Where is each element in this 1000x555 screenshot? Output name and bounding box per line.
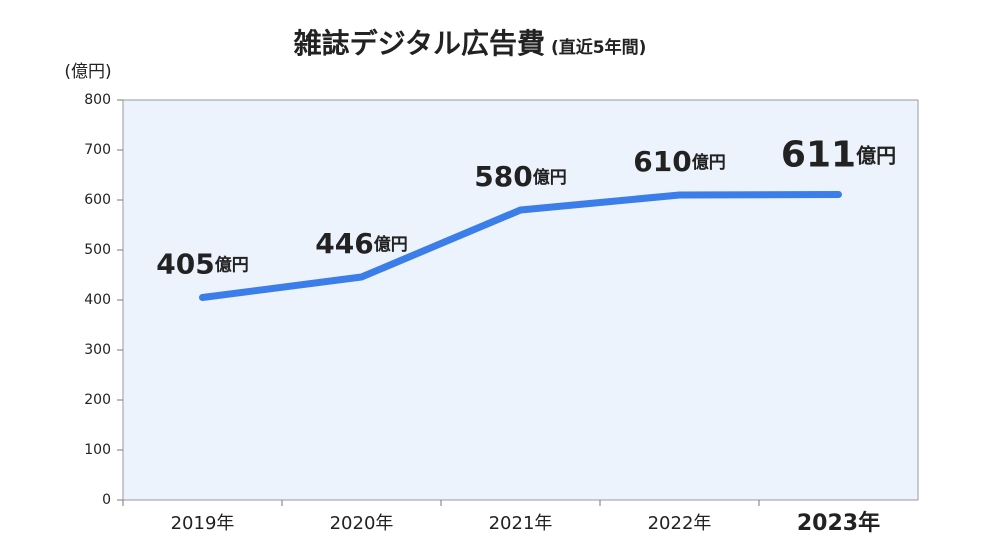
x-tick-label: 2021年 <box>489 513 553 534</box>
x-tick-label: 2023年 <box>797 510 880 536</box>
plot-area <box>122 99 919 501</box>
y-tick-label: 300 <box>84 342 111 358</box>
x-tick-label: 2022年 <box>648 513 712 534</box>
data-label: 446億円 <box>315 227 407 260</box>
y-tick-label: 200 <box>84 392 111 408</box>
y-tick-label: 400 <box>84 292 111 308</box>
y-tick-label: 0 <box>102 492 111 508</box>
data-label: 580億円 <box>474 160 566 193</box>
chart-subtitle: (直近5年間) <box>551 37 646 58</box>
y-tick-label: 100 <box>84 442 111 458</box>
x-tick-label: 2020年 <box>330 513 394 534</box>
x-tick-label: 2019年 <box>171 513 235 534</box>
y-tick-label: 800 <box>84 92 111 108</box>
y-tick-label: 700 <box>84 142 111 158</box>
chart-title: 雑誌デジタル広告費 <box>293 27 545 60</box>
y-tick-label: 500 <box>84 242 111 258</box>
data-label: 405億円 <box>156 248 248 281</box>
y-axis-label: (億円) <box>64 62 111 82</box>
data-label: 610億円 <box>633 145 725 178</box>
data-label: 611億円 <box>781 135 896 176</box>
y-tick-label: 600 <box>84 192 111 208</box>
line <box>199 191 842 301</box>
